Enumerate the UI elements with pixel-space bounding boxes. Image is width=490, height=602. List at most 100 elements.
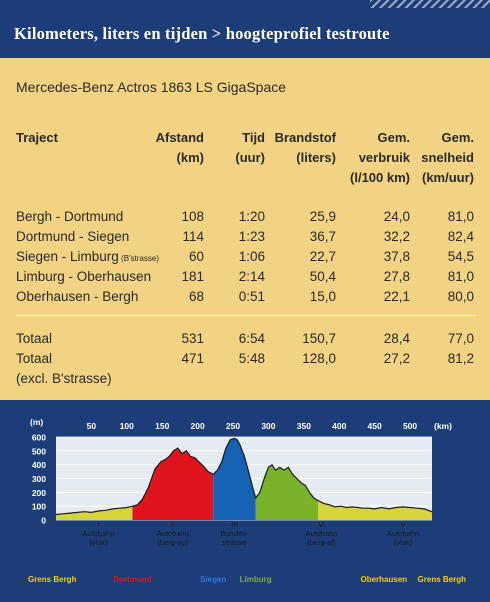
table-row-3-snelheid: 81,0	[447, 269, 474, 284]
table-row-1-tijd: 1:23	[238, 229, 265, 244]
table-row-2-afstand: 60	[188, 249, 204, 264]
table-row-4-traject: Oberhausen - Bergh	[16, 289, 139, 304]
road-label-3: VI	[318, 520, 325, 529]
segment-area-4	[317, 500, 432, 520]
y-tick-label: 0	[41, 516, 46, 526]
road-label-4: Autobahn	[387, 529, 419, 538]
vehicle-subtitle: Mercedes-Benz Actros 1863 LS GigaSpace	[16, 79, 287, 95]
table-row-2-tijd: 1:06	[238, 249, 265, 264]
place-label-1: Dortmund	[113, 575, 151, 584]
table-row-3-verbruik: 27,8	[383, 269, 410, 284]
table-row-1-verbruik: 32,2	[383, 229, 410, 244]
table-row-4-brandstof: 15,0	[309, 289, 336, 304]
place-label-5: Grens Bergh	[418, 575, 467, 584]
totals-row-1-afstand: 471	[181, 351, 204, 366]
table-row-3-traject: Limburg - Oberhausen	[16, 269, 152, 284]
y-tick-label: 500	[32, 446, 46, 456]
elevation-chart-svg: 0 100 200 300 400 500 600 (m) 50 100 150 200 250 300 3…	[28, 417, 467, 584]
page-title: Kilometers, liters en tijden > hoogtepro…	[14, 24, 390, 43]
x-tick-label: 100	[120, 421, 134, 431]
table-row-1-afstand: 114	[182, 229, 204, 244]
totals-row-0-afstand: 531	[181, 331, 204, 346]
elevation-line	[55, 437, 433, 516]
totals-row-1-snelheid: 81,2	[447, 351, 474, 366]
y-tick-label: 200	[32, 488, 46, 498]
totals-row-0-verbruik: 28,4	[383, 331, 410, 346]
table-row-3-afstand: 181	[181, 269, 204, 284]
table-row-2-verbruik: 37,8	[383, 249, 410, 264]
col-header-afstand: Afstand (km)	[155, 130, 204, 165]
table-row-0-brandstof: 25,9	[309, 209, 336, 224]
road-label-2: III	[231, 520, 237, 529]
road-label-4: (vlak)	[394, 538, 413, 547]
table-row-0-traject: Bergh - Dortmund	[16, 209, 124, 224]
road-label-0: (vlak)	[89, 538, 108, 547]
x-tick-label: 500	[403, 421, 417, 431]
place-label-4: Oberhausen	[361, 575, 408, 584]
table-row-2-snelheid: 54,5	[447, 249, 474, 264]
col-header-tijd: Tijd (uur)	[235, 130, 265, 165]
x-tick-label: 50	[87, 421, 97, 431]
road-label-3: (berg-af)	[307, 538, 336, 547]
header-bar: Kilometers, liters en tijden > hoogtepro…	[0, 0, 490, 58]
table-row-4-verbruik: 22,1	[383, 289, 410, 304]
place-label-3: Limburg	[240, 575, 272, 584]
table-row-2-brandstof: 22,7	[309, 249, 336, 264]
x-tick-label: 450	[368, 421, 382, 431]
place-label-0: Grens Bergh	[28, 575, 77, 584]
table-row-2-traject-note: (B'strasse)	[118, 254, 160, 263]
elevation-profile-chart: 0 100 200 300 400 500 600 (m) 50 100 150 200 250 300 3…	[0, 400, 490, 597]
col-header-brandstof: Brandstof (liters)	[274, 130, 336, 165]
table-row-1-traject: Dortmund - Siegen	[16, 229, 130, 244]
segment-area-0	[56, 506, 133, 520]
y-tick-label: 100	[32, 502, 46, 512]
road-label-2: Bundes-	[220, 529, 248, 538]
road-label-1: II	[171, 520, 175, 529]
table-row-0-afstand: 108	[181, 209, 204, 224]
x-tick-label: 350	[297, 421, 311, 431]
segment-area-2	[213, 438, 256, 520]
table-row-4-snelheid: 80,0	[447, 289, 474, 304]
y-axis-label: (m)	[30, 417, 43, 427]
x-axis-label: (km)	[434, 421, 452, 431]
x-tick-label: 300	[261, 421, 275, 431]
decorative-stripes	[370, 0, 490, 8]
totals-row-1-verbruik: 27,2	[383, 351, 410, 366]
segment-area-1	[132, 448, 214, 520]
table-row-3-brandstof: 50,4	[309, 269, 336, 284]
table-row-4-afstand: 68	[188, 289, 204, 304]
x-tick-label: 150	[155, 421, 169, 431]
totals-row-0-tijd: 6:54	[238, 331, 265, 346]
y-tick-label: 600	[32, 433, 46, 443]
road-label-4: V	[400, 520, 405, 529]
totals-row-1-tijd: 5:48	[238, 351, 265, 366]
road-label-0: Autobahn	[82, 529, 114, 538]
place-label-2: Siegen	[200, 575, 226, 584]
totals-separator	[16, 315, 476, 316]
table-row-3-tijd: 2:14	[238, 269, 265, 284]
segment-area-3	[255, 464, 318, 520]
col-header-verbruik: Gem. verbruik (l/100 km)	[350, 130, 410, 185]
table-row-2-traject: Siegen - Limburg (B'strasse)	[16, 249, 160, 264]
table-row-0-verbruik: 24,0	[383, 209, 410, 224]
road-label-3: Autobahn	[305, 529, 337, 538]
table-row-0-tijd: 1:20	[238, 209, 265, 224]
col-header-snelheid: Gem. snelheid (km/uur)	[421, 130, 474, 185]
totals-note: (excl. B'strasse)	[16, 371, 112, 386]
road-label-2: strasse	[222, 538, 246, 547]
col-header-traject: Traject	[16, 130, 58, 145]
y-tick-label: 300	[32, 474, 46, 484]
x-tick-label: 250	[226, 421, 240, 431]
table-row-1-snelheid: 82,4	[447, 229, 474, 244]
road-label-1: Autobahn	[157, 529, 189, 538]
y-tick-label: 400	[32, 460, 46, 470]
totals-row-0-brandstof: 150,7	[302, 331, 336, 346]
table-row-0-snelheid: 81,0	[447, 209, 474, 224]
x-tick-label: 400	[332, 421, 346, 431]
table-row-1-brandstof: 36,7	[309, 229, 336, 244]
table-row-4-tijd: 0:51	[238, 289, 265, 304]
data-panel: Mercedes-Benz Actros 1863 LS GigaSpace T…	[0, 58, 490, 400]
road-label-1: (berg-op)	[157, 538, 188, 547]
totals-row-1-brandstof: 128,0	[302, 351, 336, 366]
road-label-0: I	[97, 520, 99, 529]
